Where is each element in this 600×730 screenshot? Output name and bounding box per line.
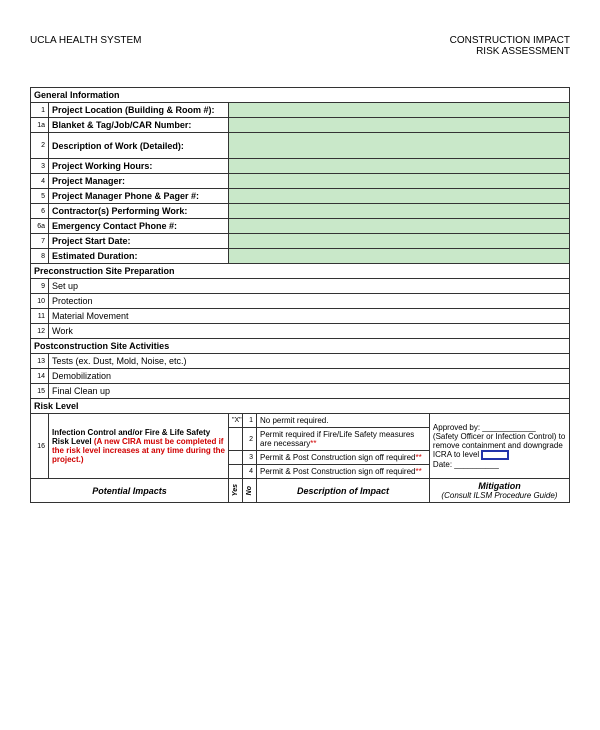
row-idx: 7 <box>31 234 49 249</box>
approved-by-label: Approved by: <box>433 423 480 432</box>
row-label: Set up <box>49 279 570 294</box>
title-line-1: CONSTRUCTION IMPACT <box>450 35 570 46</box>
row-label: Project Working Hours: <box>49 159 229 174</box>
row-idx: 6 <box>31 204 49 219</box>
row-label: Final Clean up <box>49 384 570 399</box>
row-idx: 12 <box>31 324 49 339</box>
col-header-impacts: Potential Impacts <box>31 479 229 503</box>
row-idx: 15 <box>31 384 49 399</box>
col-header-yes: Yes <box>229 479 243 503</box>
input-cell[interactable] <box>229 133 570 159</box>
input-cell[interactable] <box>229 219 570 234</box>
approval-block: Approved by: ____________ (Safety Office… <box>429 414 569 479</box>
input-cell[interactable] <box>229 249 570 264</box>
mitigation-sub: (Consult ILSM Procedure Guide) <box>433 491 566 500</box>
row-idx: 9 <box>31 279 49 294</box>
checkbox-cell[interactable] <box>229 465 243 479</box>
row-label: Description of Work (Detailed): <box>49 133 229 159</box>
row-idx: 1 <box>31 103 49 118</box>
checkbox-cell[interactable] <box>229 451 243 465</box>
input-cell[interactable] <box>229 234 570 249</box>
row-label: Estimated Duration: <box>49 249 229 264</box>
section-general: General Information <box>31 88 570 103</box>
row-idx: 6a <box>31 219 49 234</box>
input-cell[interactable] <box>229 189 570 204</box>
mitigation-title: Mitigation <box>433 481 566 491</box>
row-label: Blanket & Tag/Job/CAR Number: <box>49 118 229 133</box>
row-label: Project Manager: <box>49 174 229 189</box>
permit-text: Permit & Post Construction sign off requ… <box>257 451 430 465</box>
row-label: Protection <box>49 294 570 309</box>
permit-idx: 1 <box>243 414 257 428</box>
row-idx: 1a <box>31 118 49 133</box>
permit-idx: 2 <box>243 428 257 451</box>
mark-header: "X" <box>229 414 243 428</box>
input-cell[interactable] <box>229 174 570 189</box>
approved-date-label: Date: <box>433 460 452 469</box>
row-label: Emergency Contact Phone #: <box>49 219 229 234</box>
col-header-mitigation: Mitigation (Consult ILSM Procedure Guide… <box>429 479 569 503</box>
row-label: Work <box>49 324 570 339</box>
assessment-form: General Information 1 Project Location (… <box>30 87 570 503</box>
row-idx: 8 <box>31 249 49 264</box>
input-cell[interactable] <box>229 118 570 133</box>
row-label: Demobilization <box>49 369 570 384</box>
doc-title: CONSTRUCTION IMPACT RISK ASSESSMENT <box>450 35 570 57</box>
section-precon: Preconstruction Site Preparation <box>31 264 570 279</box>
risk-level-label: Infection Control and/or Fire & Life Saf… <box>49 414 229 479</box>
permit-idx: 4 <box>243 465 257 479</box>
title-line-2: RISK ASSESSMENT <box>450 46 570 57</box>
row-idx: 5 <box>31 189 49 204</box>
input-cell[interactable] <box>229 204 570 219</box>
org-name: UCLA HEALTH SYSTEM <box>30 35 142 57</box>
row-idx: 16 <box>31 414 49 479</box>
row-idx: 13 <box>31 354 49 369</box>
row-idx: 3 <box>31 159 49 174</box>
row-label: Tests (ex. Dust, Mold, Noise, etc.) <box>49 354 570 369</box>
row-label: Contractor(s) Performing Work: <box>49 204 229 219</box>
row-label: Material Movement <box>49 309 570 324</box>
row-idx: 2 <box>31 133 49 159</box>
row-idx: 11 <box>31 309 49 324</box>
row-idx: 10 <box>31 294 49 309</box>
section-risk: Risk Level <box>31 399 570 414</box>
permit-text: No permit required. <box>257 414 430 428</box>
checkbox-cell[interactable] <box>229 428 243 451</box>
col-header-no: No <box>243 479 257 503</box>
permit-idx: 3 <box>243 451 257 465</box>
section-postcon: Postconstruction Site Activities <box>31 339 570 354</box>
input-cell[interactable] <box>229 103 570 118</box>
col-header-desc: Description of Impact <box>257 479 430 503</box>
row-label: Project Manager Phone & Pager #: <box>49 189 229 204</box>
row-label: Project Location (Building & Room #): <box>49 103 229 118</box>
input-cell[interactable] <box>229 159 570 174</box>
permit-text: Permit required if Fire/Life Safety meas… <box>257 428 430 451</box>
row-idx: 4 <box>31 174 49 189</box>
level-box[interactable] <box>481 450 509 460</box>
permit-text: Permit & Post Construction sign off requ… <box>257 465 430 479</box>
row-label: Project Start Date: <box>49 234 229 249</box>
row-idx: 14 <box>31 369 49 384</box>
